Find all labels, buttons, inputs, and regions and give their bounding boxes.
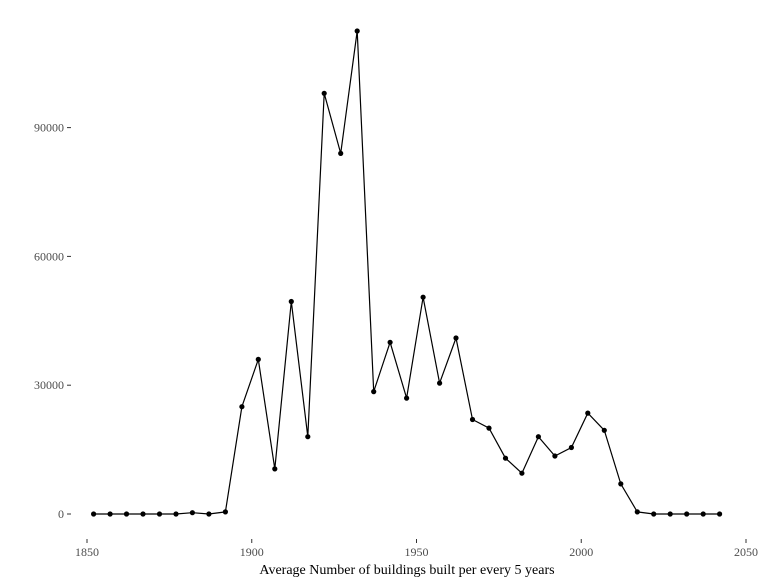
data-point [519, 470, 525, 476]
data-point [552, 453, 558, 459]
data-point [222, 509, 228, 515]
data-point [354, 28, 360, 34]
data-point [453, 335, 459, 341]
data-point [272, 466, 278, 472]
data-point [206, 511, 212, 517]
data-point [173, 511, 179, 517]
data-point [156, 511, 163, 517]
y-tick-label: 60000 [34, 249, 64, 263]
data-points [91, 28, 723, 517]
data-point [321, 90, 327, 96]
data-point [568, 444, 575, 451]
data-point [469, 416, 476, 423]
x-tick-label: 1950 [405, 545, 429, 559]
y-tick-label: 90000 [34, 121, 64, 135]
data-point [700, 511, 706, 517]
data-point [140, 511, 146, 517]
plot-area [91, 28, 723, 517]
series-line [93, 30, 720, 515]
data-point [107, 511, 113, 517]
data-point [123, 511, 130, 517]
data-point [667, 511, 673, 517]
data-point [404, 395, 410, 401]
y-axis: 0 30000 60000 90000 [34, 121, 71, 521]
x-tick-label: 1850 [75, 545, 99, 559]
data-point [437, 380, 443, 386]
data-point [420, 294, 426, 300]
data-point [651, 511, 657, 517]
x-axis-title: Average Number of buildings built per ev… [259, 563, 554, 578]
data-point [585, 410, 591, 416]
data-point [189, 510, 195, 516]
data-point [288, 298, 294, 305]
data-point [502, 455, 509, 461]
data-point [717, 511, 723, 517]
data-point [239, 404, 245, 410]
data-point [387, 339, 393, 345]
data-point [684, 511, 690, 517]
x-tick-label: 2050 [734, 545, 758, 559]
data-point [338, 150, 344, 156]
y-tick-label: 0 [58, 507, 64, 521]
x-tick-label: 1900 [240, 545, 264, 559]
data-point [371, 389, 377, 395]
data-point [305, 434, 311, 440]
data-point [535, 434, 542, 440]
data-point [91, 511, 97, 517]
data-point [255, 356, 261, 362]
x-axis: 1850 1900 1950 2000 2050 [75, 539, 758, 559]
y-tick-label: 30000 [34, 378, 64, 392]
data-point [634, 509, 640, 515]
data-point [486, 425, 492, 431]
data-point [601, 427, 607, 433]
x-tick-label: 2000 [569, 545, 593, 559]
data-point [618, 481, 624, 487]
